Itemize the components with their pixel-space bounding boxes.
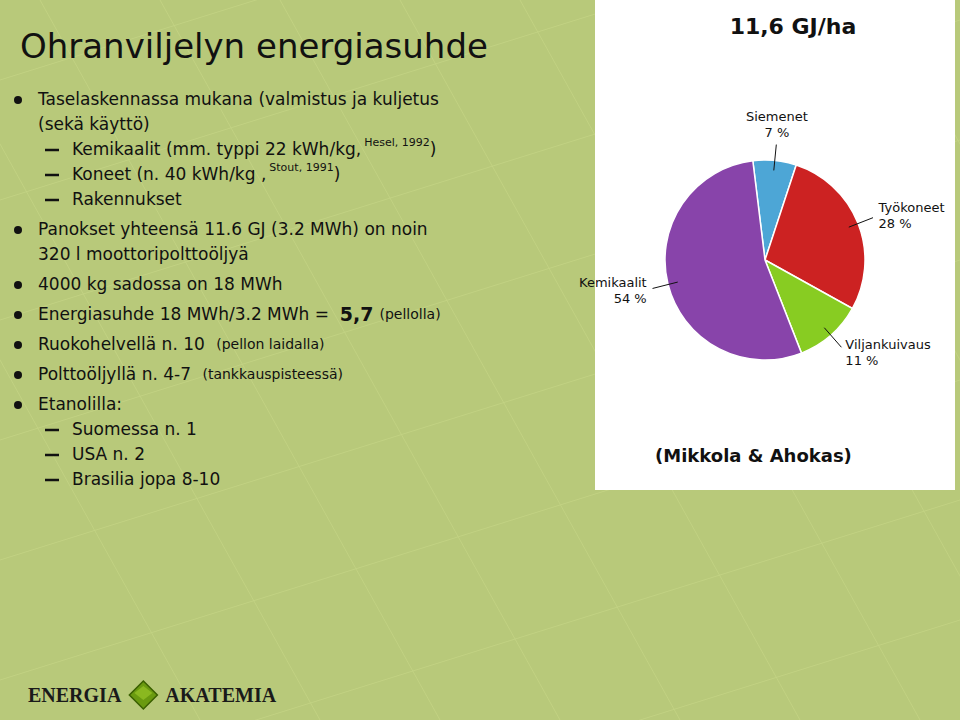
source: (Mikkola & Ahokas) [655, 445, 852, 466]
pie [665, 160, 865, 360]
slice-value-label: 54 % [614, 291, 647, 306]
slice-value-label: 7 % [765, 125, 790, 140]
bullet-segment: Kemikaalit (mm. typpi 22 kWh/kg, [72, 139, 361, 159]
decoration [0, 0, 960, 720]
bullet-text: Ruokohelvellä n. 10 (pellon laidalla) [38, 334, 325, 354]
bullet-dash [45, 199, 59, 202]
bullet-segment: Polttoöljyllä n. 4-7 [38, 364, 196, 384]
logo-text: ENERGIA [28, 684, 122, 706]
logo-text: AKATEMIA [165, 684, 276, 706]
bullet-segment: 4000 kg sadossa on 18 MWh [38, 274, 283, 294]
bullet-dash [45, 429, 59, 432]
bullet-text: 320 l moottoripolttoöljyä [38, 244, 249, 264]
pie-labels: Siemenet7 % Työkoneet28 % Viljankuivaus11 … [579, 109, 945, 368]
bullet-dot [14, 311, 22, 319]
bullet-text: (sekä käyttö) [38, 114, 150, 134]
bullet-text: USA n. 2 [72, 444, 145, 464]
bullet-segment: Brasilia jopa 8-10 [72, 469, 220, 489]
slice-value-label: 11 % [845, 353, 878, 368]
bullet-segment: 5,7 [340, 303, 374, 325]
bullet-segment: ) [334, 164, 341, 184]
bullet-dot [14, 401, 22, 409]
bullet-segment: Suomessa n. 1 [72, 419, 197, 439]
bullet-segment: Stout, 1991 [269, 161, 333, 174]
bullet-segment: Hesel, 1992 [364, 136, 430, 149]
bullet-segment: (sekä käyttö) [38, 114, 150, 134]
slice-category: Kemikaalit [579, 275, 647, 290]
bullet-list: Taselaskennassa mukana (valmistus ja kul… [14, 89, 441, 489]
slice-category: Työkoneet [878, 200, 945, 215]
bullet-dot [14, 226, 22, 234]
bullet-segment: (tankkauspisteessä) [202, 366, 343, 382]
bullet-text: Brasilia jopa 8-10 [72, 469, 220, 489]
bullet-text: Rakennukset [72, 189, 182, 209]
bullet-segment: Etanolilla: [38, 394, 122, 414]
bullet-text: Suomessa n. 1 [72, 419, 197, 439]
bullet-dash [45, 149, 59, 152]
bullet-dot [14, 281, 22, 289]
bullet-segment: Ruokohelvellä n. 10 [38, 334, 210, 354]
background [0, 0, 960, 720]
pie-slice [665, 161, 801, 360]
logo-gem [129, 681, 157, 709]
bullet-text: Taselaskennassa mukana (valmistus ja kul… [37, 89, 439, 109]
bullet-dot [14, 341, 22, 349]
title: Ohranviljelyn energiasuhde [20, 26, 488, 66]
bullet-text: Polttoöljyllä n. 4-7 (tankkauspisteessä) [38, 364, 343, 384]
bullet-text: Kemikaalit (mm. typpi 22 kWh/kg,Hesel, 1… [72, 136, 436, 159]
logo-gem-highlight [134, 686, 152, 700]
bullet-segment: USA n. 2 [72, 444, 145, 464]
bullet-segment: Taselaskennassa mukana (valmistus ja kul… [37, 89, 439, 109]
bullet-text: Etanolilla: [38, 394, 122, 414]
slice-category: Siemenet [746, 109, 808, 124]
bullet-segment: 320 l moottoripolttoöljyä [38, 244, 249, 264]
slide: Ohranviljelyn energiasuhde Taselaskennass… [0, 0, 960, 720]
bullet-segment: Koneet (n. 40 kWh/kg , [72, 164, 266, 184]
bullet-dash [45, 479, 59, 482]
bullet-dash [45, 454, 59, 457]
bullet-segment: (pellon laidalla) [216, 336, 324, 352]
bullet-text: Koneet (n. 40 kWh/kg ,Stout, 1991) [72, 161, 340, 184]
slice-value-label: 28 % [879, 216, 912, 231]
bullet-text: 4000 kg sadossa on 18 MWh [38, 274, 283, 294]
leader-line [824, 328, 841, 348]
pie-box [595, 0, 955, 490]
bullet-segment: Rakennukset [72, 189, 182, 209]
bullet-segment: Energiasuhde 18 MWh/3.2 MWh = [38, 304, 340, 324]
decor-line [0, 500, 960, 720]
bullet-dot [14, 96, 22, 104]
bullet-text: Energiasuhde 18 MWh/3.2 MWh = 5,7 (pellol… [38, 303, 441, 325]
pie-title: 11,6 GJ/ha [730, 14, 857, 39]
slice-category: Viljankuivaus [845, 337, 931, 352]
bullet-dash [45, 174, 59, 177]
leader-line [653, 282, 678, 288]
bullet-segment: (pellolla) [380, 306, 441, 322]
bullet-text: Panokset yhteensä 11.6 GJ (3.2 MWh) on n… [38, 219, 428, 239]
bullet-dot [14, 371, 22, 379]
leader-line [849, 218, 873, 227]
bullet-segment: ) [430, 139, 437, 159]
bullet-segment: Panokset yhteensä 11.6 GJ (3.2 MWh) on n… [38, 219, 428, 239]
leader-line [774, 145, 777, 171]
